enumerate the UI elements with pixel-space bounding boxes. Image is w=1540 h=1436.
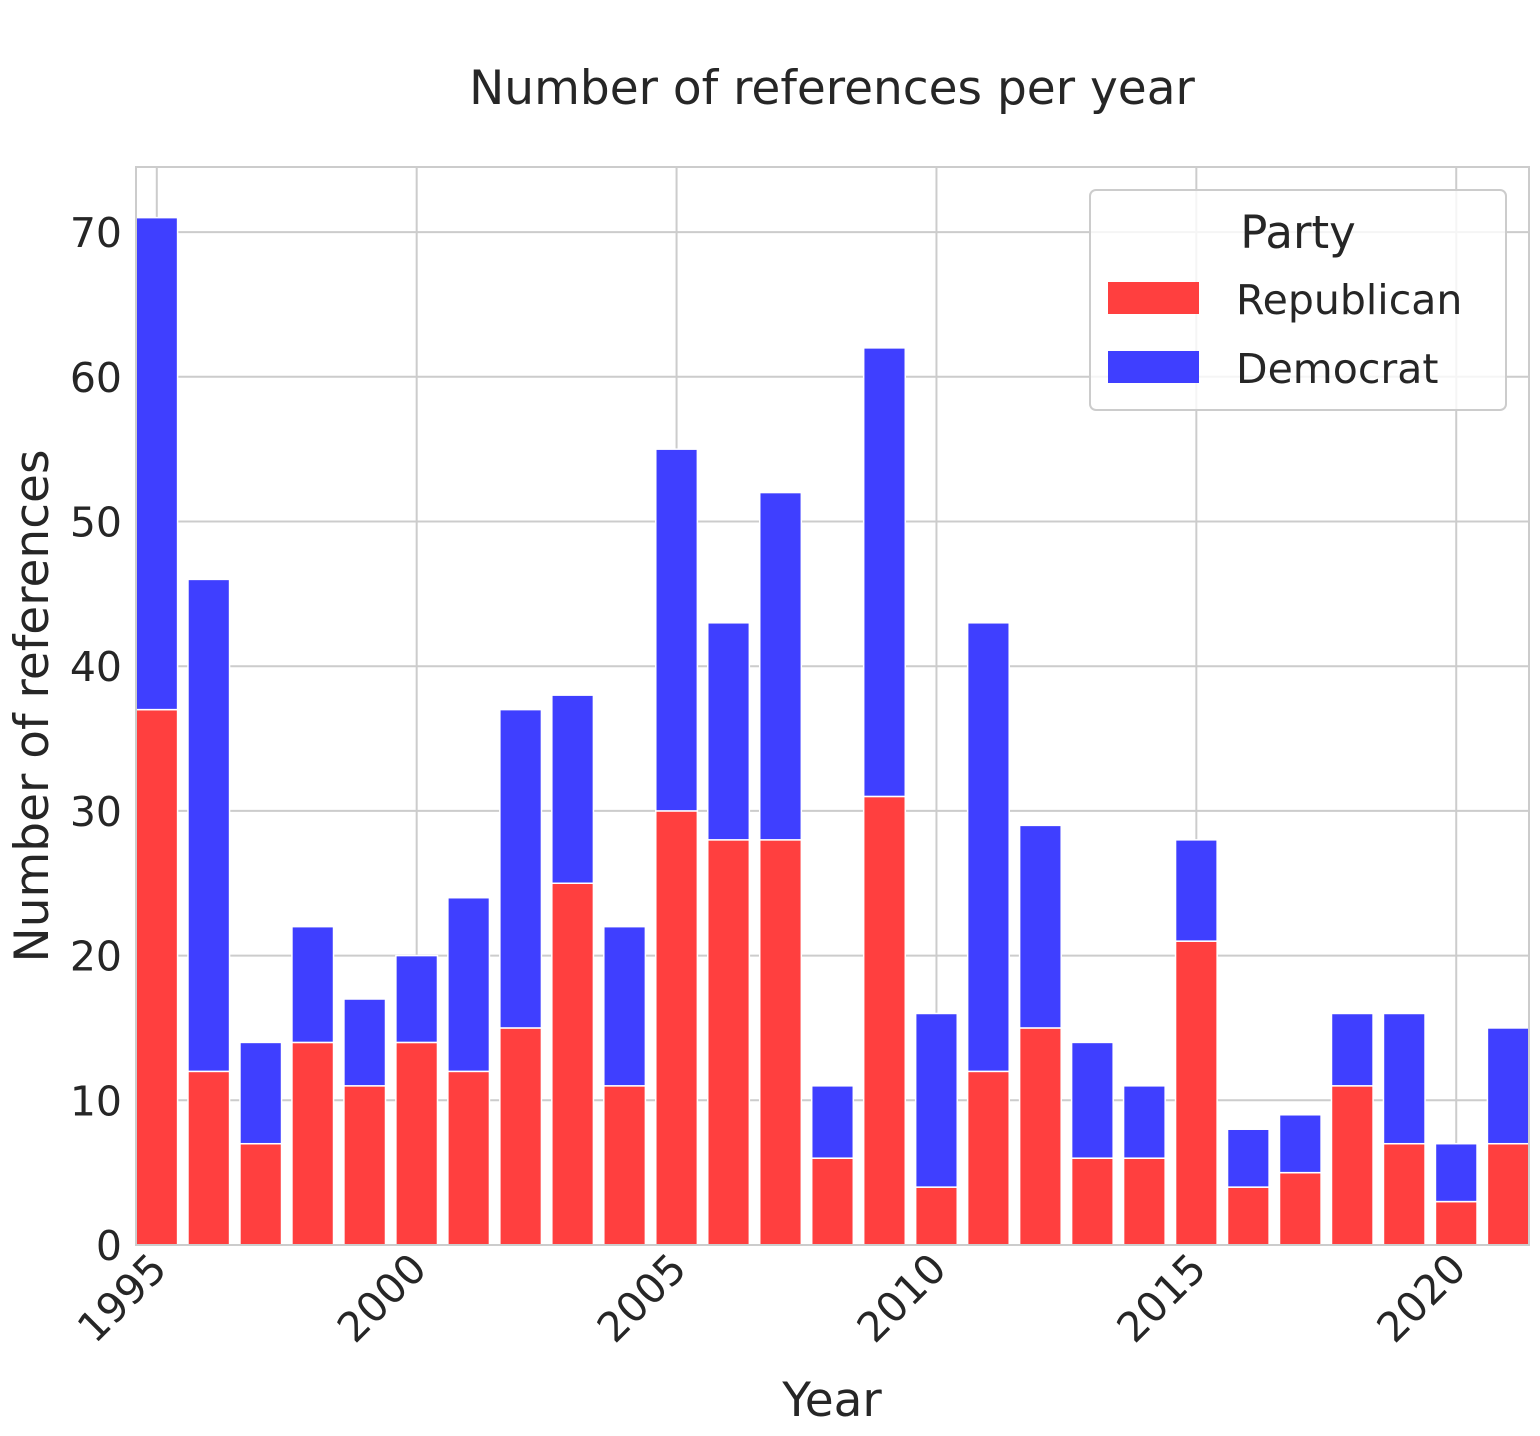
bar-republican-1997 (239, 1142, 283, 1246)
y-tick-label: 30 (70, 788, 122, 836)
bar-republican-1995 (135, 708, 179, 1246)
bar-democrat-1995 (135, 216, 179, 711)
bar-republican-2014 (1122, 1157, 1166, 1246)
bar-republican-2004 (603, 1085, 647, 1246)
bar-democrat-2019 (1382, 1012, 1426, 1145)
bar-republican-1999 (343, 1085, 387, 1246)
bar-democrat-2011 (966, 622, 1010, 1073)
bar-republican-1998 (291, 1041, 335, 1246)
x-tick-label: 2010 (848, 1244, 956, 1352)
bar-democrat-2010 (914, 1012, 958, 1188)
bar-republican-2017 (1278, 1171, 1322, 1246)
x-axis-label: Year (781, 1373, 882, 1428)
bar-republican-2011 (966, 1070, 1010, 1246)
bar-democrat-2003 (551, 694, 595, 885)
plot-frame (135, 166, 1530, 1246)
bar-republican-2016 (1226, 1186, 1270, 1246)
legend: Party Republican Democrat (1089, 189, 1507, 411)
legend-title: Party (1240, 206, 1355, 259)
x-tick-labels: 1995 2000 2005 2010 2015 2020 (68, 1244, 1475, 1352)
bar-republican-2010 (914, 1186, 958, 1246)
bar-democrat-2002 (499, 708, 543, 1029)
legend-label-democrat: Democrat (1236, 345, 1438, 393)
bar-democrat-2006 (707, 622, 751, 841)
bar-republican-2005 (655, 810, 699, 1246)
bar-republican-2001 (447, 1070, 491, 1246)
y-tick-label: 50 (70, 499, 122, 547)
bar-republican-2020 (1434, 1200, 1478, 1246)
bar-democrat-2012 (1018, 824, 1062, 1029)
bar-democrat-2008 (810, 1085, 855, 1159)
bar-democrat-2014 (1122, 1085, 1166, 1159)
bar-democrat-2005 (655, 448, 699, 812)
bar-republican-2009 (862, 795, 907, 1246)
chart-title: Number of references per year (469, 61, 1195, 116)
x-tick-label: 1995 (68, 1244, 176, 1352)
bar-republican-2015 (1174, 940, 1218, 1246)
bar-democrat-2021 (1486, 1027, 1530, 1145)
bar-democrat-1997 (239, 1041, 283, 1145)
bar-republican-2008 (810, 1157, 855, 1246)
bar-democrat-2013 (1070, 1041, 1114, 1159)
bar-republican-2007 (758, 839, 803, 1246)
bar-republican-2012 (1018, 1027, 1062, 1246)
bar-democrat-1998 (291, 925, 335, 1044)
x-tick-label: 2015 (1108, 1244, 1216, 1352)
y-tick-label: 60 (70, 354, 122, 402)
bar-republican-2021 (1486, 1142, 1530, 1246)
bar-democrat-2009 (862, 347, 907, 798)
y-tick-label: 10 (70, 1077, 122, 1125)
bar-republican-1996 (187, 1070, 231, 1246)
legend-label-republican: Republican (1236, 276, 1462, 324)
bar-republican-2018 (1330, 1085, 1374, 1246)
bar-democrat-1999 (343, 998, 387, 1087)
bar-republican-2013 (1070, 1157, 1114, 1246)
bar-republican-2019 (1382, 1142, 1426, 1246)
bar-republican-2000 (395, 1041, 439, 1246)
bar-democrat-2017 (1278, 1114, 1322, 1174)
y-tick-label: 40 (70, 643, 122, 691)
legend-swatch-republican (1108, 282, 1199, 314)
bar-democrat-2020 (1434, 1142, 1478, 1203)
bar-democrat-2018 (1330, 1012, 1374, 1087)
y-tick-label: 0 (96, 1222, 122, 1270)
bar-republican-2002 (499, 1027, 543, 1246)
bar-democrat-2004 (603, 925, 647, 1087)
y-tick-labels: 0 10 20 30 40 50 60 70 (70, 209, 122, 1270)
legend-swatch-democrat (1108, 351, 1199, 383)
bar-republican-2003 (551, 882, 595, 1246)
bar-democrat-2001 (447, 896, 491, 1073)
x-tick-label: 2005 (588, 1244, 696, 1352)
x-tick-label: 2000 (328, 1244, 436, 1352)
bar-democrat-2007 (758, 491, 803, 841)
bars-layer (135, 216, 1530, 1246)
y-tick-label: 20 (70, 933, 122, 981)
y-axis-label: Number of references (5, 450, 60, 963)
bar-republican-2006 (707, 839, 751, 1246)
bar-democrat-2015 (1174, 839, 1218, 942)
y-tick-label: 70 (70, 209, 122, 257)
x-tick-label: 2020 (1368, 1244, 1476, 1352)
bar-democrat-2000 (395, 954, 439, 1044)
bar-democrat-1996 (187, 578, 231, 1073)
bar-democrat-2016 (1226, 1128, 1270, 1188)
